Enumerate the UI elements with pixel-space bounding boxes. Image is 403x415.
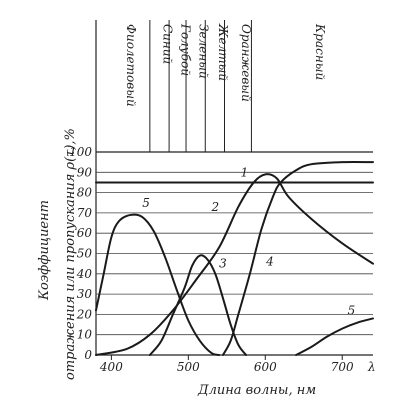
- band-label: Желтый: [216, 23, 230, 81]
- x-axis-title: Длина волны, нм: [197, 383, 316, 398]
- y-axis-title-line2: отражения или пропускания ρ(τ),%: [63, 128, 78, 380]
- x-tick-label: 700: [331, 360, 354, 374]
- y-tick-label: 40: [76, 267, 93, 281]
- curve-5: [95, 213, 221, 356]
- band-label: Зеленый: [197, 24, 211, 79]
- curves: [95, 161, 374, 356]
- y-tick-label: 0: [84, 348, 92, 362]
- curve-label-5: 5: [142, 196, 150, 210]
- band-label: Оранжевый: [239, 24, 253, 102]
- axis-ticks: 0 10 20 30 40 50 60 70 80 90 100 400 500 600 700 λ: [69, 145, 376, 374]
- curve-4: [221, 161, 374, 356]
- y-tick-label: 90: [77, 165, 93, 179]
- curve-labels: 1 2 3 4 5 5: [142, 165, 355, 317]
- band-label: Голубой: [179, 23, 193, 76]
- curve-label-1: 1: [241, 165, 249, 179]
- lambda-label: λ: [367, 360, 376, 374]
- curve-label-4: 4: [265, 255, 274, 269]
- y-tick-label: 100: [69, 145, 92, 159]
- x-tick-label: 400: [99, 360, 123, 374]
- band-label: Фиолетовый: [124, 24, 138, 107]
- x-tick-label: 500: [177, 360, 200, 374]
- y-axis-title-line1: Коэффициент: [37, 200, 52, 301]
- curve-label-2: 2: [210, 200, 219, 214]
- curve-label-3: 3: [219, 257, 227, 271]
- curve-5: [295, 317, 374, 356]
- y-tick-label: 10: [77, 328, 93, 342]
- y-tick-label: 70: [77, 206, 93, 220]
- y-tick-label: 20: [76, 307, 93, 321]
- curve-2: [95, 173, 374, 356]
- curve-3: [148, 254, 248, 356]
- color-bands: Фиолетовый Синий Голубой Зеленый Желтый Оранж…: [95, 20, 327, 355]
- y-tick-label: 80: [77, 186, 93, 200]
- y-tick-label: 60: [77, 226, 93, 240]
- band-label: Синий: [160, 24, 174, 64]
- curve-label-5: 5: [348, 303, 356, 317]
- x-tick-label: 600: [254, 360, 277, 374]
- y-tick-label: 30: [77, 287, 93, 301]
- y-tick-label: 50: [77, 247, 93, 261]
- band-label: Красный: [313, 23, 327, 80]
- grid-lines: [96, 151, 373, 356]
